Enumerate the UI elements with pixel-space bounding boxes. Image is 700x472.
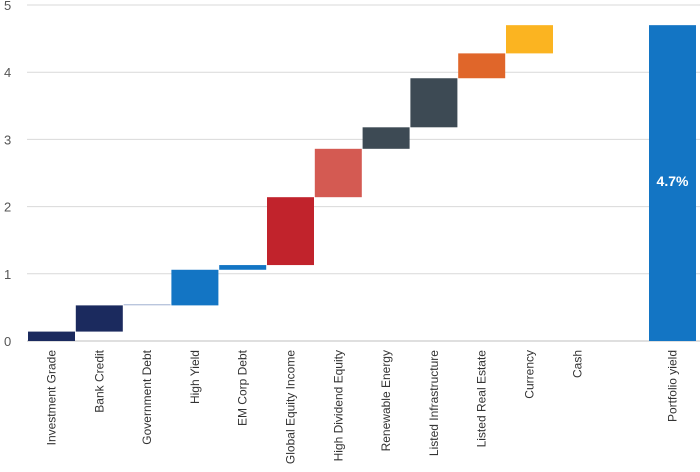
bar-investment-grade	[28, 331, 75, 341]
x-tick-label: High Dividend Equity	[331, 350, 345, 461]
bar-global-equity-income	[267, 197, 314, 266]
data-labels: 4.7%	[657, 173, 689, 189]
bars	[28, 25, 696, 341]
bar-em-corp-debt	[219, 265, 267, 270]
y-tick-label: 4	[4, 65, 11, 80]
x-tick-label: Portfolio yield	[666, 350, 680, 422]
bar-renewable-energy	[362, 127, 410, 149]
x-tick-label: Government Debt	[140, 349, 154, 444]
bar-listed-infrastructure	[410, 78, 458, 128]
bar-high-yield	[171, 269, 219, 306]
x-tick-label: Bank Credit	[92, 349, 106, 412]
x-axis-ticks: Investment Grade Bank Credit Government De…	[45, 349, 680, 464]
y-axis-ticks: 0 1 2 3 4 5	[4, 0, 11, 349]
bar-bank-credit	[75, 305, 123, 332]
x-tick-label: Listed Real Estate	[475, 350, 489, 448]
bar-high-dividend-equity	[314, 148, 362, 198]
y-tick-label: 5	[4, 0, 11, 13]
bar-portfolio-yield	[649, 25, 696, 341]
x-tick-label: Listed Infrastructure	[427, 350, 441, 456]
bar-currency	[506, 25, 553, 54]
x-tick-label: Cash	[570, 350, 584, 378]
x-tick-label: Investment Grade	[45, 350, 59, 446]
x-tick-label: EM Corp Debt	[236, 349, 250, 426]
x-tick-label: Renewable Energy	[379, 350, 393, 451]
y-tick-label: 1	[4, 267, 11, 282]
bar-government-debt	[123, 304, 171, 306]
x-tick-label: Currency	[523, 350, 537, 399]
portfolio-yield-label: 4.7%	[657, 173, 689, 189]
y-tick-label: 0	[4, 334, 11, 349]
x-tick-label: High Yield	[188, 350, 202, 404]
gridlines	[27, 4, 700, 342]
y-tick-label: 2	[4, 200, 11, 215]
y-tick-label: 3	[4, 132, 11, 147]
bar-listed-real-estate	[458, 53, 506, 79]
x-tick-label: Global Equity Income	[284, 350, 298, 464]
